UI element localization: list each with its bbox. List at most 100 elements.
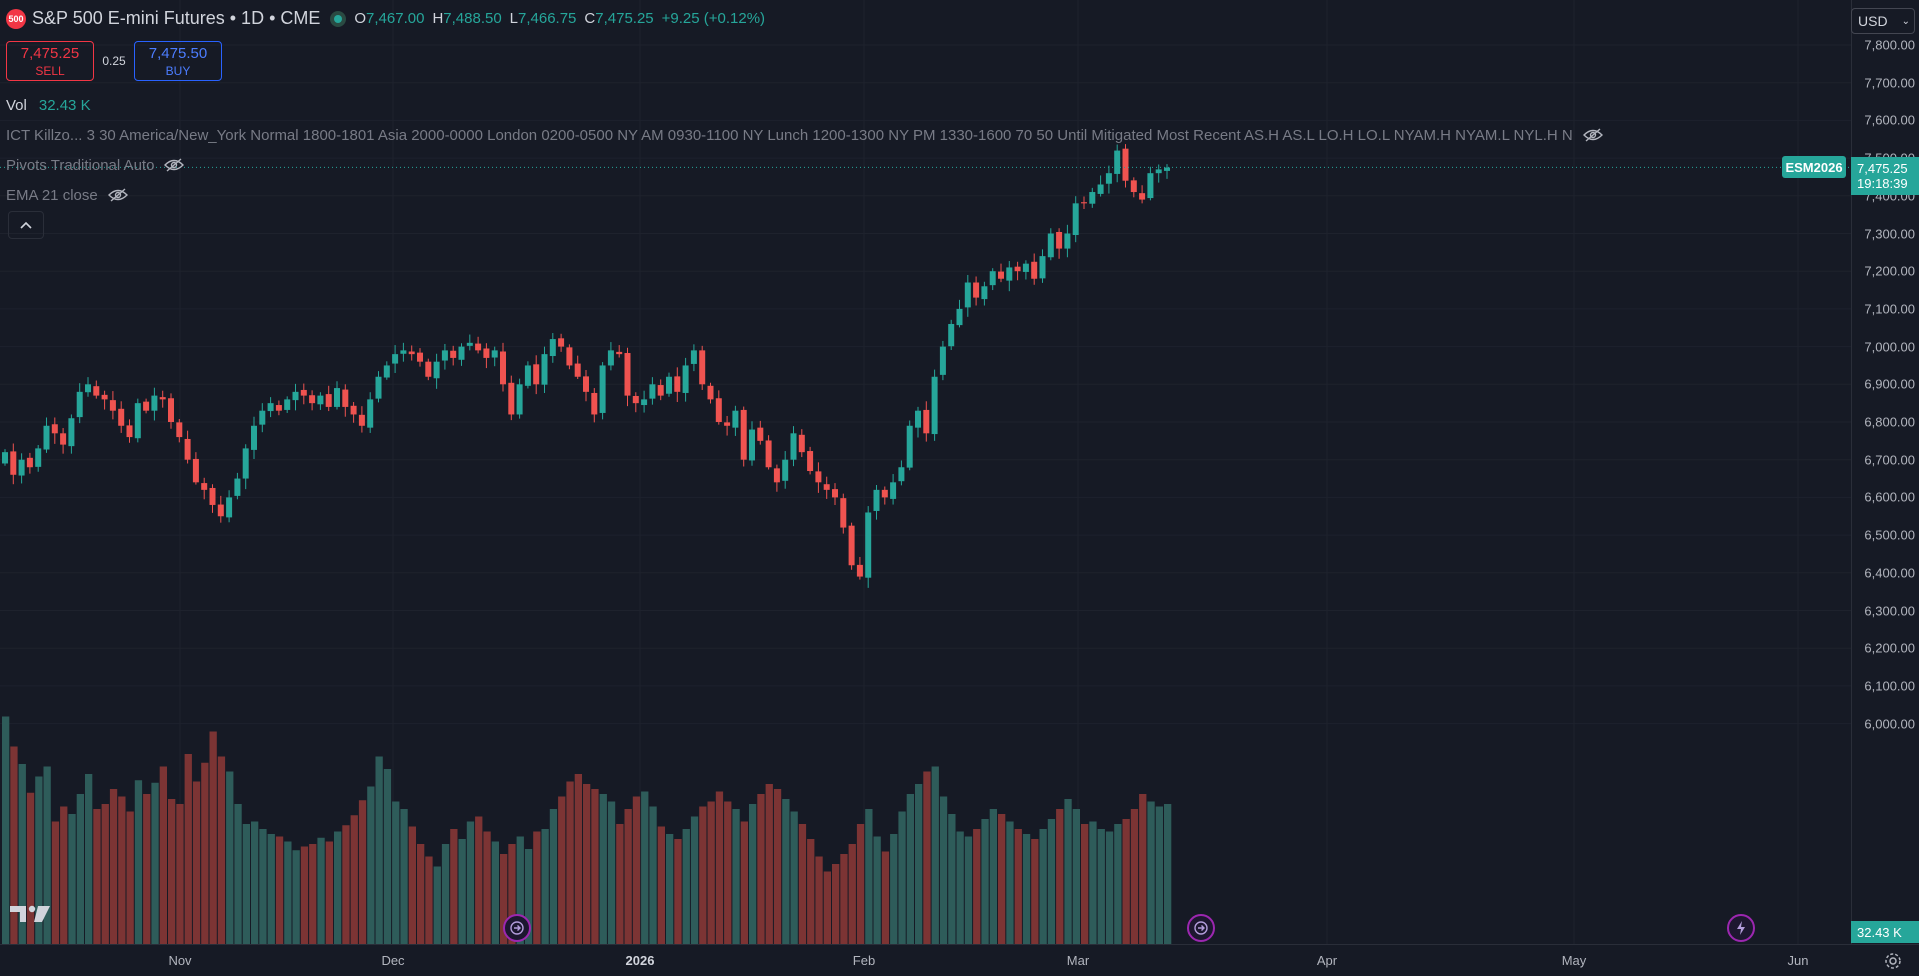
candle-body (118, 408, 125, 426)
eye-off-icon[interactable] (1582, 128, 1603, 142)
sell-label: SELL (35, 63, 65, 78)
volume-bar (865, 809, 873, 944)
candle-body (151, 395, 158, 411)
candle-body (500, 351, 506, 385)
candle-body (159, 397, 166, 400)
eye-off-icon[interactable] (107, 188, 128, 202)
volume-bar (508, 844, 516, 944)
candle-body (1122, 148, 1129, 181)
candle-body (740, 409, 747, 460)
candle-body (1130, 180, 1137, 193)
chevron-up-icon (20, 221, 32, 229)
volume-bar (217, 756, 226, 944)
earnings-event-icon[interactable] (1727, 914, 1755, 942)
indicator-killzones[interactable]: ICT Killzo... 3 30 America/New_York Norm… (6, 125, 1603, 145)
candle-body (939, 346, 946, 375)
candle-body (981, 286, 988, 300)
bar-countdown: 19:18:39 (1857, 176, 1908, 192)
time-axis-label: Apr (1316, 953, 1338, 968)
candle-body (989, 271, 996, 286)
time-axis[interactable]: Nov Dec 2026 Feb Mar Apr May Jun (0, 944, 1919, 976)
eye-off-icon[interactable] (164, 158, 185, 172)
candle-body (732, 410, 739, 428)
volume-bar (707, 801, 715, 944)
candle-body (226, 497, 233, 518)
dividend-event-icon[interactable] (503, 914, 531, 942)
candle-body (690, 350, 697, 364)
candle-body (649, 384, 656, 399)
candlestick-chart[interactable] (0, 0, 1851, 944)
volume-bar (906, 794, 914, 944)
candle-body (134, 403, 141, 439)
price-axis-label: 7,000.00 (1864, 339, 1915, 355)
volume-bar (118, 796, 126, 944)
candle-body (433, 361, 440, 379)
volume-bar (109, 789, 118, 944)
volume-bar (234, 804, 242, 944)
candle-body (217, 504, 224, 517)
volume-bar (466, 821, 475, 944)
volume-bar (856, 824, 865, 944)
candle-body (491, 350, 498, 358)
volume-bar (724, 801, 732, 944)
indicator-pivots[interactable]: Pivots Traditional Auto (6, 155, 1603, 175)
indicator-volume[interactable]: Vol 32.43 K (6, 95, 1603, 115)
volume-bar (201, 762, 209, 944)
volume-bar (1164, 804, 1172, 944)
symbol-logo[interactable]: 500 (6, 8, 26, 29)
sell-button[interactable]: 7,475.25 SELL (6, 41, 94, 81)
price-axis-label: 7,200.00 (1864, 263, 1915, 279)
volume-bar (848, 844, 856, 944)
volume-bar (317, 837, 325, 944)
candle-body (699, 350, 706, 385)
candle-body (1006, 267, 1013, 281)
symbol-title[interactable]: S&P 500 E-mini Futures • 1D • CME (32, 8, 321, 28)
time-axis-label: May (1561, 953, 1587, 968)
candle-body (192, 458, 199, 483)
candle-body (284, 399, 291, 410)
currency-select[interactable]: USD ⌄ (1851, 8, 1915, 34)
candle-body (35, 448, 42, 467)
ohlc-low: L7,466.75 (509, 10, 577, 27)
candle-body (616, 351, 623, 355)
volume-bar (1122, 819, 1130, 944)
buy-button[interactable]: 7,475.50 BUY (134, 41, 222, 81)
volume-bar (915, 784, 923, 944)
candle-body (234, 478, 241, 496)
collapse-legend-button[interactable] (8, 211, 44, 239)
candle-body (400, 350, 407, 354)
volume-bar (151, 782, 159, 944)
candle-body (85, 384, 91, 393)
volume-bar (541, 829, 549, 944)
volume-bar (168, 799, 176, 944)
time-axis-label: Feb (852, 953, 876, 968)
candle-body (998, 271, 1004, 279)
volume-bar (134, 780, 143, 944)
volume-bar (549, 809, 558, 944)
candle-body (1014, 266, 1021, 272)
dividend-event-icon[interactable] (1187, 914, 1215, 942)
gear-icon[interactable] (1884, 952, 1902, 970)
volume-bar (923, 771, 931, 944)
candle-body (68, 418, 75, 447)
price-axis-label: 7,300.00 (1864, 226, 1915, 241)
ohlc-open: O7,467.00 (354, 10, 425, 27)
volume-bar (458, 839, 466, 944)
candle-body (292, 391, 299, 401)
candle-body (334, 388, 340, 407)
candle-body (707, 385, 714, 400)
candle-body (1031, 261, 1038, 279)
tradingview-logo[interactable] (10, 904, 52, 924)
indicator-ema[interactable]: EMA 21 close (6, 185, 1603, 205)
volume-bar (159, 766, 167, 944)
volume-bar (516, 836, 524, 944)
chart-pane[interactable] (0, 0, 1851, 944)
volume-bar (873, 836, 881, 944)
volume-bar (1114, 824, 1122, 944)
candle-body (475, 343, 482, 351)
market-status-icon[interactable] (330, 10, 347, 27)
candle-body (666, 376, 672, 394)
candle-body (798, 434, 805, 453)
price-axis[interactable]: 7,800.007,700.007,600.007,500.007,400.00… (1851, 0, 1919, 944)
candle-body (267, 403, 274, 412)
